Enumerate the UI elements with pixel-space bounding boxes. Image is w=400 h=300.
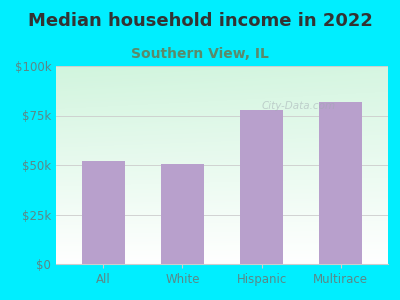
Bar: [161, 164, 204, 264]
Bar: [82, 161, 125, 264]
Bar: [240, 110, 283, 264]
Text: Southern View, IL: Southern View, IL: [131, 46, 269, 61]
Text: City-Data.com: City-Data.com: [261, 100, 336, 111]
Bar: [319, 102, 362, 264]
Text: Median household income in 2022: Median household income in 2022: [28, 12, 372, 30]
